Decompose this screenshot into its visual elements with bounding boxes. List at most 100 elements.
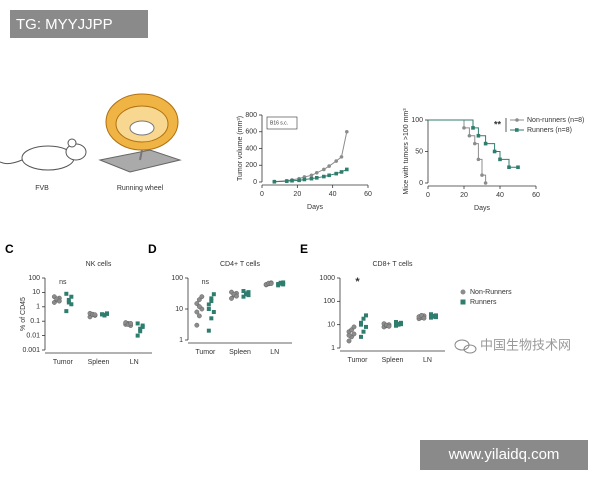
chart-title: CD4+ T cells <box>220 261 261 268</box>
point <box>483 181 488 185</box>
point <box>480 173 484 177</box>
point <box>431 313 436 318</box>
point <box>100 312 104 317</box>
point <box>284 179 289 183</box>
point <box>322 174 326 179</box>
annotation: ns <box>59 279 67 286</box>
point <box>196 304 202 309</box>
x-tick-label: 40 <box>329 191 337 198</box>
point <box>209 296 214 301</box>
point <box>56 298 62 304</box>
x-tick-label: Tumor <box>348 357 369 364</box>
point <box>69 294 74 299</box>
point <box>69 302 74 307</box>
legend-marker <box>460 299 466 305</box>
x-tick-label: LN <box>423 357 432 364</box>
point <box>194 322 200 328</box>
point <box>209 316 214 321</box>
y-tick-label: 0.1 <box>30 318 40 325</box>
point <box>309 173 314 178</box>
point <box>135 333 140 338</box>
point <box>476 133 481 138</box>
point <box>309 176 314 181</box>
y-tick-label: 1 <box>331 345 335 352</box>
point <box>351 331 357 337</box>
point <box>229 295 234 301</box>
point <box>394 323 398 328</box>
point <box>421 315 427 321</box>
y-tick-label: 10 <box>32 289 40 296</box>
y-tick-label: 1 <box>36 304 40 311</box>
point <box>92 312 98 318</box>
point <box>483 141 488 146</box>
annotation: ** <box>494 119 502 129</box>
legend-label: Non-runners (n=8) <box>527 117 584 124</box>
logo-text: 中国生物技术网 <box>480 337 571 352</box>
point <box>206 302 211 307</box>
y-tick-label: 50 <box>415 148 423 155</box>
legend-label: Runners (n=8) <box>527 127 572 134</box>
point <box>345 167 349 172</box>
point <box>105 311 109 316</box>
y-tick-label: 1 <box>179 337 183 344</box>
point <box>345 129 349 134</box>
point <box>138 326 143 331</box>
point <box>211 292 216 297</box>
point <box>364 313 368 318</box>
point <box>194 309 200 315</box>
point <box>66 297 71 302</box>
x-tick-label: 60 <box>532 192 540 199</box>
point <box>359 322 363 327</box>
point <box>361 329 366 334</box>
y-tick-label: 1000 <box>319 275 335 282</box>
x-axis-label: Days <box>474 205 490 212</box>
point <box>246 293 251 298</box>
y-tick-label: 200 <box>245 162 257 169</box>
point <box>272 179 277 184</box>
y-tick-label: 100 <box>171 275 183 282</box>
point <box>64 309 69 314</box>
x-tick-label: Spleen <box>382 357 404 364</box>
url-box <box>420 440 588 470</box>
y-tick-label: 600 <box>245 129 257 136</box>
point <box>498 157 502 162</box>
y-tick-label: 800 <box>245 112 257 119</box>
point <box>241 289 246 294</box>
x-tick-label: Spleen <box>229 349 251 356</box>
point <box>327 164 331 168</box>
x-tick-label: 20 <box>293 191 301 198</box>
y-axis-label: Tumor volume (mm³) <box>237 116 244 181</box>
point <box>399 322 403 327</box>
legend-label: Non-Runners <box>470 289 512 296</box>
point <box>276 282 281 287</box>
point <box>314 176 319 180</box>
legend-marker <box>515 118 519 122</box>
point <box>268 281 274 286</box>
point <box>394 320 398 325</box>
panel-label: C <box>5 242 14 256</box>
annotation: B16 s.c. <box>270 120 288 126</box>
mouse-label: FVB <box>35 185 49 192</box>
point <box>322 167 326 172</box>
y-tick-label: 0.001 <box>22 347 40 354</box>
point <box>314 170 319 175</box>
y-tick-label: 0 <box>419 180 423 187</box>
point <box>138 329 143 334</box>
logo-icon <box>454 339 477 354</box>
y-axis-label: % of CD45 <box>20 297 27 331</box>
point <box>241 294 246 299</box>
y-tick-label: 10 <box>175 306 183 313</box>
watermark-text: TG: MYYJJPP <box>16 16 113 33</box>
annotation: * <box>355 276 360 288</box>
url-text: www.yilaidq.com <box>448 446 560 463</box>
point <box>102 312 107 317</box>
point <box>244 291 248 296</box>
wheel-illustration <box>98 93 182 173</box>
point <box>327 173 331 178</box>
point <box>351 324 357 330</box>
x-tick-label: Spleen <box>88 359 110 366</box>
point <box>473 141 477 146</box>
y-tick-label: 0 <box>253 179 257 186</box>
